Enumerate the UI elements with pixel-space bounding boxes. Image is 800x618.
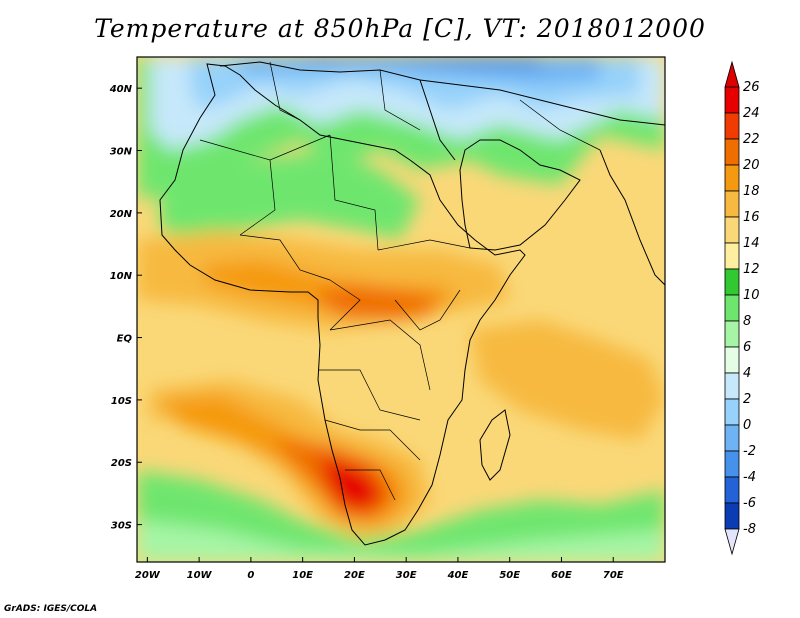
colorbar-swatch bbox=[724, 346, 740, 374]
colorbar-under-arrow bbox=[724, 528, 740, 556]
colorbar-label: 26 bbox=[743, 80, 760, 95]
temperature-field bbox=[137, 57, 665, 562]
colorbar-label: 12 bbox=[743, 262, 760, 277]
colorbar-swatch bbox=[724, 502, 740, 530]
chart-title: Temperature at 850hPa [C], VT: 201801200… bbox=[94, 14, 706, 43]
lat-tick-label: 10S bbox=[111, 396, 132, 407]
colorbar-swatch bbox=[724, 138, 740, 166]
colorbar-swatch bbox=[724, 398, 740, 426]
lon-tick-label: 60E bbox=[551, 570, 572, 581]
lat-tick-label: 10N bbox=[110, 271, 133, 282]
colorbar-swatch bbox=[724, 112, 740, 140]
lon-tick-label: 0 bbox=[247, 570, 254, 581]
lon-tick-label: 20E bbox=[344, 570, 365, 581]
colorbar-label: 0 bbox=[743, 418, 751, 433]
colorbar-swatch bbox=[724, 450, 740, 478]
lat-tick-label: 40N bbox=[109, 84, 133, 95]
lon-tick-label: 40E bbox=[447, 570, 469, 581]
lat-tick-label: 20S bbox=[111, 458, 132, 469]
map-frame bbox=[136, 56, 666, 563]
lat-axis: 40N 30N 20N 10N EQ 10S 20S 30S bbox=[109, 84, 142, 532]
colorbar-swatch bbox=[724, 164, 740, 192]
colorbar-swatch bbox=[724, 372, 740, 400]
lon-tick-label: 50E bbox=[499, 570, 520, 581]
colorbar-label: -8 bbox=[743, 522, 756, 537]
lon-axis: 20W 10W 0 10E 20E 30E 40E 50E 60E 70E bbox=[135, 557, 624, 581]
colorbar-label: -2 bbox=[743, 444, 756, 459]
colorbar-swatch bbox=[724, 86, 740, 114]
colorbar-label: -6 bbox=[743, 496, 756, 511]
lon-tick-label: 30E bbox=[396, 570, 417, 581]
colorbar-label: 8 bbox=[743, 314, 751, 329]
lon-tick-label: 10E bbox=[292, 570, 313, 581]
colorbar-label: -4 bbox=[743, 470, 756, 485]
colorbar-label: 4 bbox=[743, 366, 751, 381]
coastlines bbox=[159, 61, 665, 546]
colorbar-label: 6 bbox=[743, 340, 751, 355]
credit-text: GrADS: IGES/COLA bbox=[4, 604, 98, 614]
lon-tick-label: 20W bbox=[135, 570, 161, 581]
colorbar-swatch bbox=[724, 242, 740, 270]
colorbar-label: 20 bbox=[743, 158, 760, 173]
colorbar-swatch bbox=[724, 320, 740, 348]
colorbar-label: 16 bbox=[743, 210, 760, 225]
lat-tick-label: EQ bbox=[117, 334, 133, 345]
colorbar-swatch bbox=[724, 424, 740, 452]
colorbar-over-arrow bbox=[724, 60, 740, 88]
colorbar-label: 10 bbox=[743, 288, 760, 303]
lat-tick-label: 30N bbox=[110, 147, 133, 158]
colorbar-label: 14 bbox=[743, 236, 760, 251]
colorbar-swatch bbox=[724, 268, 740, 296]
lat-tick-label: 30S bbox=[111, 521, 132, 532]
colorbar-label: 22 bbox=[743, 132, 760, 147]
lon-tick-label: 10W bbox=[187, 570, 213, 581]
colorbar-label: 18 bbox=[743, 184, 760, 199]
lon-tick-label: 70E bbox=[603, 570, 624, 581]
lat-tick-label: 20N bbox=[110, 209, 133, 220]
colorbar-label: 24 bbox=[743, 106, 760, 121]
colorbar-swatch bbox=[724, 476, 740, 504]
colorbar-swatch bbox=[724, 294, 740, 322]
colorbar-label: 2 bbox=[743, 392, 751, 407]
colorbar-swatch bbox=[724, 190, 740, 218]
country-borders bbox=[199, 61, 601, 501]
colorbar-swatch bbox=[724, 216, 740, 244]
